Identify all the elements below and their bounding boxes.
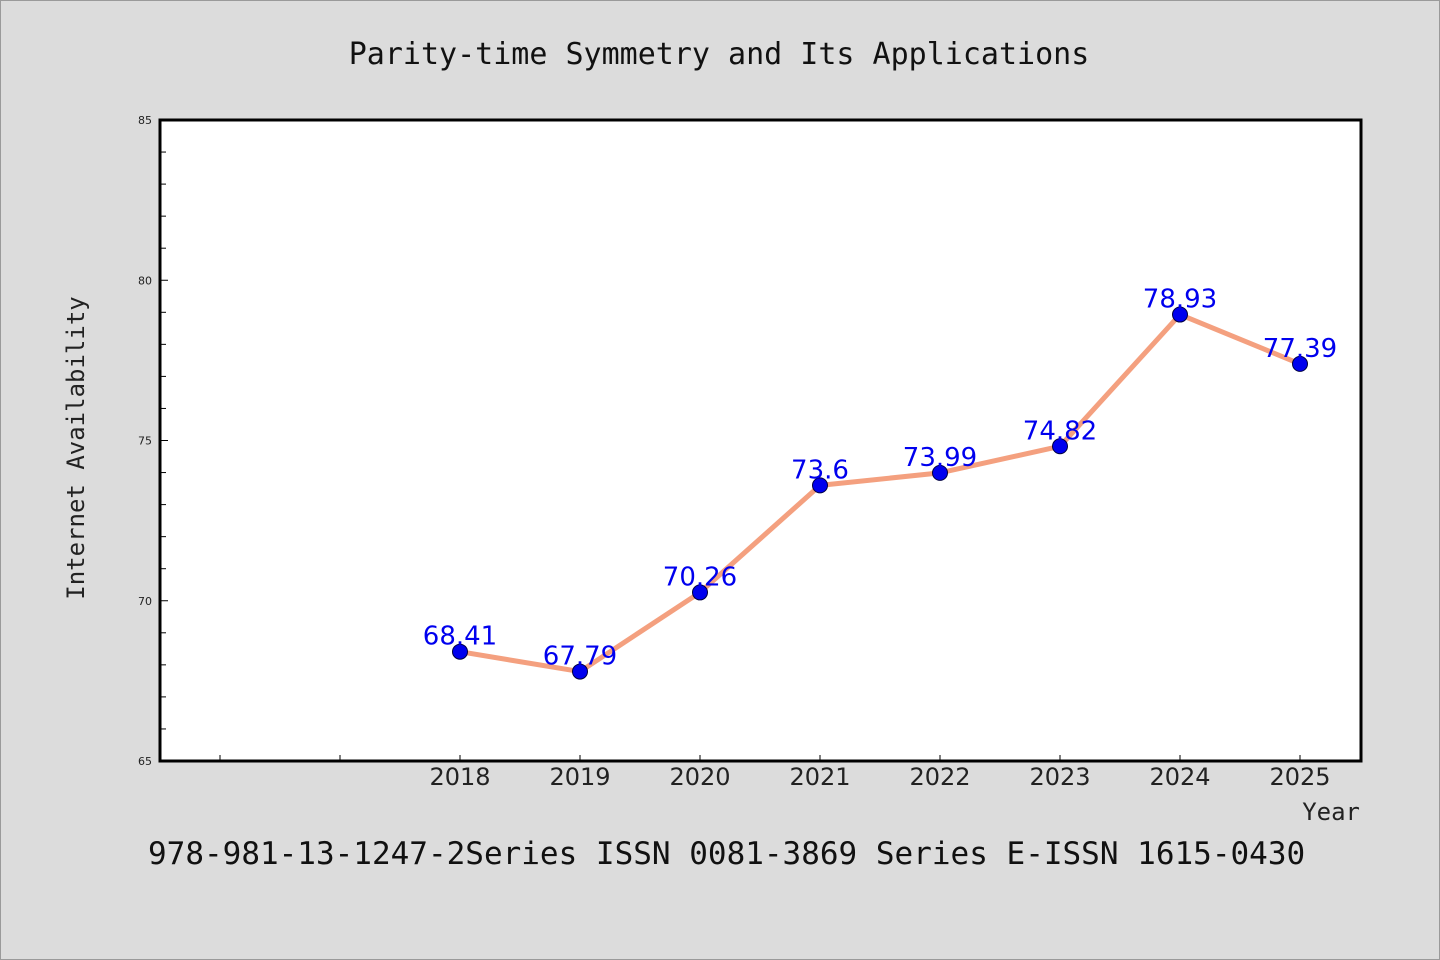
y-tick-label: 75 <box>138 435 152 448</box>
x-tick-label: 2024 <box>1149 763 1210 791</box>
x-tick-label: 2019 <box>549 763 610 791</box>
data-point <box>452 643 468 660</box>
data-label: 67.79 <box>543 642 617 672</box>
footer-isbn-issn: 978-981-13-1247-2Series ISSN 0081-3869 S… <box>148 836 1305 872</box>
x-axis-ticks: 2018 2019 2020 2021 2022 2023 2024 2025 <box>219 755 1331 791</box>
data-point <box>1292 355 1308 372</box>
data-point <box>1172 306 1188 323</box>
data-point <box>812 477 828 494</box>
series-line <box>457 312 1303 675</box>
data-point <box>932 464 948 481</box>
plot-area <box>158 118 1363 763</box>
data-label: 78.93 <box>1143 285 1217 315</box>
data-point <box>572 663 588 680</box>
series-layer: 68.41 67.79 70.26 73.6 73.99 74.82 78.93 77.39 <box>423 285 1337 680</box>
y-axis-ticks: 65 70 75 80 85 <box>138 114 168 768</box>
x-axis-label: Year <box>1302 798 1360 826</box>
data-label: 73.99 <box>903 443 977 473</box>
y-axis-label: Internet Availability <box>62 296 90 599</box>
chart-title: Parity-time Symmetry and Its Application… <box>349 37 1090 72</box>
x-tick-label: 2018 <box>429 763 490 791</box>
x-tick-label: 2023 <box>1029 763 1090 791</box>
y-tick-label: 85 <box>138 114 152 127</box>
data-label: 74.82 <box>1023 416 1097 446</box>
data-label: 77.39 <box>1263 334 1337 364</box>
x-tick-label: 2025 <box>1269 763 1330 791</box>
data-label: 70.26 <box>663 562 737 592</box>
y-tick-label: 70 <box>138 595 152 608</box>
data-point <box>692 584 708 601</box>
x-tick-label: 2020 <box>669 763 730 791</box>
x-tick-label: 2022 <box>909 763 970 791</box>
x-tick-label: 2021 <box>789 763 850 791</box>
y-tick-label: 80 <box>138 274 152 287</box>
y-tick-label: 65 <box>138 755 152 768</box>
data-label: 73.6 <box>791 455 849 485</box>
data-label: 68.41 <box>423 622 497 652</box>
data-point <box>1052 438 1068 455</box>
